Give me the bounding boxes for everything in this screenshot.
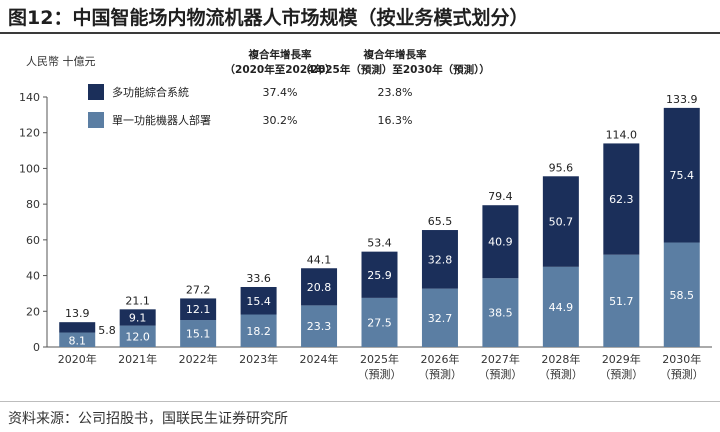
bar-segment-multi-function <box>603 143 640 255</box>
data-label-total: 44.1 <box>307 253 332 266</box>
bar-segment-single-function <box>240 314 277 347</box>
x-tick-label: 2020年 <box>58 352 97 366</box>
data-label-single-function: 18.2 <box>246 325 271 338</box>
cagr-value: 23.8% <box>378 86 413 99</box>
x-tick-label: 2025年 <box>360 352 399 366</box>
data-label-total: 114.0 <box>606 128 638 141</box>
data-label-multi-function: 40.9 <box>488 236 513 249</box>
data-label-multi-function: 9.1 <box>129 311 147 324</box>
data-label-total: 133.9 <box>666 93 698 106</box>
cagr-header-title: 複合年增長率 <box>248 48 312 61</box>
x-tick-label: （預測） <box>660 367 704 381</box>
data-label-single-function: 8.1 <box>68 335 86 348</box>
x-tick-label: （預測） <box>358 367 402 381</box>
data-label-total: 13.9 <box>65 307 90 320</box>
bar-segment-single-function <box>603 254 640 347</box>
bar-segment-single-function <box>421 288 458 347</box>
bar-segment-multi-function <box>301 268 338 306</box>
bar-segment-multi-function <box>361 251 398 298</box>
bar-segment-multi-function <box>119 309 156 326</box>
data-label-total: 21.1 <box>125 294 150 307</box>
y-axis-title: 人民幣 十億元 <box>26 54 96 68</box>
x-tick-label: 2024年 <box>300 352 339 366</box>
data-label-multi-function: 15.4 <box>246 295 271 308</box>
x-tick-label: 2027年 <box>481 352 520 366</box>
footer-divider <box>0 401 720 402</box>
legend-label: 多功能綜合系統 <box>112 85 189 99</box>
y-tick-label: 80 <box>26 198 40 211</box>
bar-segment-multi-function <box>421 230 458 289</box>
data-label-single-function: 27.5 <box>367 316 392 329</box>
x-tick-label: 2021年 <box>118 352 157 366</box>
bar-segment-single-function <box>119 325 156 347</box>
bar-segment-multi-function <box>180 298 217 321</box>
cagr-value: 37.4% <box>263 86 298 99</box>
data-label-total: 53.4 <box>367 237 392 250</box>
bar-segment-single-function <box>301 305 338 347</box>
legend-label: 單一功能機器人部署 <box>112 113 211 127</box>
data-label-total: 65.5 <box>428 215 453 228</box>
data-label-total: 95.6 <box>549 161 574 174</box>
x-tick-label: 2030年 <box>662 352 701 366</box>
data-label-multi-function: 62.3 <box>609 193 634 206</box>
cagr-header-title: 複合年增長率 <box>363 48 427 61</box>
data-label-single-function: 44.9 <box>549 301 574 314</box>
data-label-single-function: 23.3 <box>307 320 332 333</box>
title-bar: 图12：中国智能场内物流机器人市场规模（按业务模式划分） <box>0 0 720 34</box>
data-label-single-function: 58.5 <box>670 289 695 302</box>
stacked-bar-chart: 人民幣 十億元 0 20 40 60 80 100 120 140 8.1 5.8 13.9 2020年… <box>19 48 712 381</box>
bar-segment-multi-function <box>240 287 277 315</box>
data-label-multi-function: 20.8 <box>307 281 332 294</box>
bar-segment-multi-function <box>482 205 519 279</box>
data-label-multi-function: 5.8 <box>98 324 116 337</box>
data-label-total: 79.4 <box>488 190 513 203</box>
data-label-multi-function: 12.1 <box>186 303 211 316</box>
bar-segment-single-function <box>180 320 217 347</box>
data-label-single-function: 51.7 <box>609 295 634 308</box>
source-note: 资料来源：公司招股书，国联民生证券研究所 <box>8 411 288 427</box>
bar-segment-multi-function <box>542 176 579 267</box>
x-tick-label: 2023年 <box>239 352 278 366</box>
data-label-single-function: 38.5 <box>488 307 513 320</box>
bar-segment-single-function <box>542 266 579 347</box>
x-tick-label: 2029年 <box>602 352 641 366</box>
x-tick-label: （預測） <box>599 367 643 381</box>
data-label-single-function: 32.7 <box>428 312 453 325</box>
bar-segment-single-function <box>482 278 519 347</box>
y-tick-label: 40 <box>26 270 40 283</box>
bar-segment-multi-function <box>59 322 96 333</box>
y-tick-label: 60 <box>26 234 40 247</box>
bar-segment-single-function <box>663 242 700 347</box>
data-label-total: 33.6 <box>246 272 271 285</box>
x-tick-label: 2022年 <box>179 352 218 366</box>
bar-segment-single-function <box>59 332 96 347</box>
x-tick-label: （預測） <box>478 367 522 381</box>
y-tick-label: 0 <box>33 341 40 354</box>
cagr-value: 30.2% <box>263 114 298 127</box>
data-label-multi-function: 75.4 <box>670 169 695 182</box>
legend-swatch <box>88 84 104 100</box>
cagr-header-period: （2025年（預測）至2030年（預測）） <box>300 63 490 76</box>
data-label-multi-function: 32.8 <box>428 253 453 266</box>
y-tick-label: 100 <box>19 162 40 175</box>
cagr-value: 16.3% <box>378 114 413 127</box>
data-label-single-function: 12.0 <box>125 330 150 343</box>
data-label-single-function: 15.1 <box>186 328 211 341</box>
chart-title: 图12：中国智能场内物流机器人市场规模（按业务模式划分） <box>8 7 529 29</box>
y-tick-label: 20 <box>26 305 40 318</box>
x-tick-label: 2026年 <box>420 352 459 366</box>
y-tick-label: 120 <box>19 127 40 140</box>
x-tick-label: （預測） <box>539 367 583 381</box>
data-label-total: 27.2 <box>186 283 211 296</box>
y-tick-label: 140 <box>19 91 40 104</box>
data-label-multi-function: 25.9 <box>367 269 392 282</box>
data-label-multi-function: 50.7 <box>549 216 574 229</box>
x-tick-label: （預測） <box>418 367 462 381</box>
bar-segment-single-function <box>361 297 398 347</box>
cagr-header-period: （2020年至2024年） <box>225 63 336 76</box>
bar-segment-multi-function <box>663 107 700 243</box>
legend-swatch <box>88 112 104 128</box>
x-tick-label: 2028年 <box>541 352 580 366</box>
